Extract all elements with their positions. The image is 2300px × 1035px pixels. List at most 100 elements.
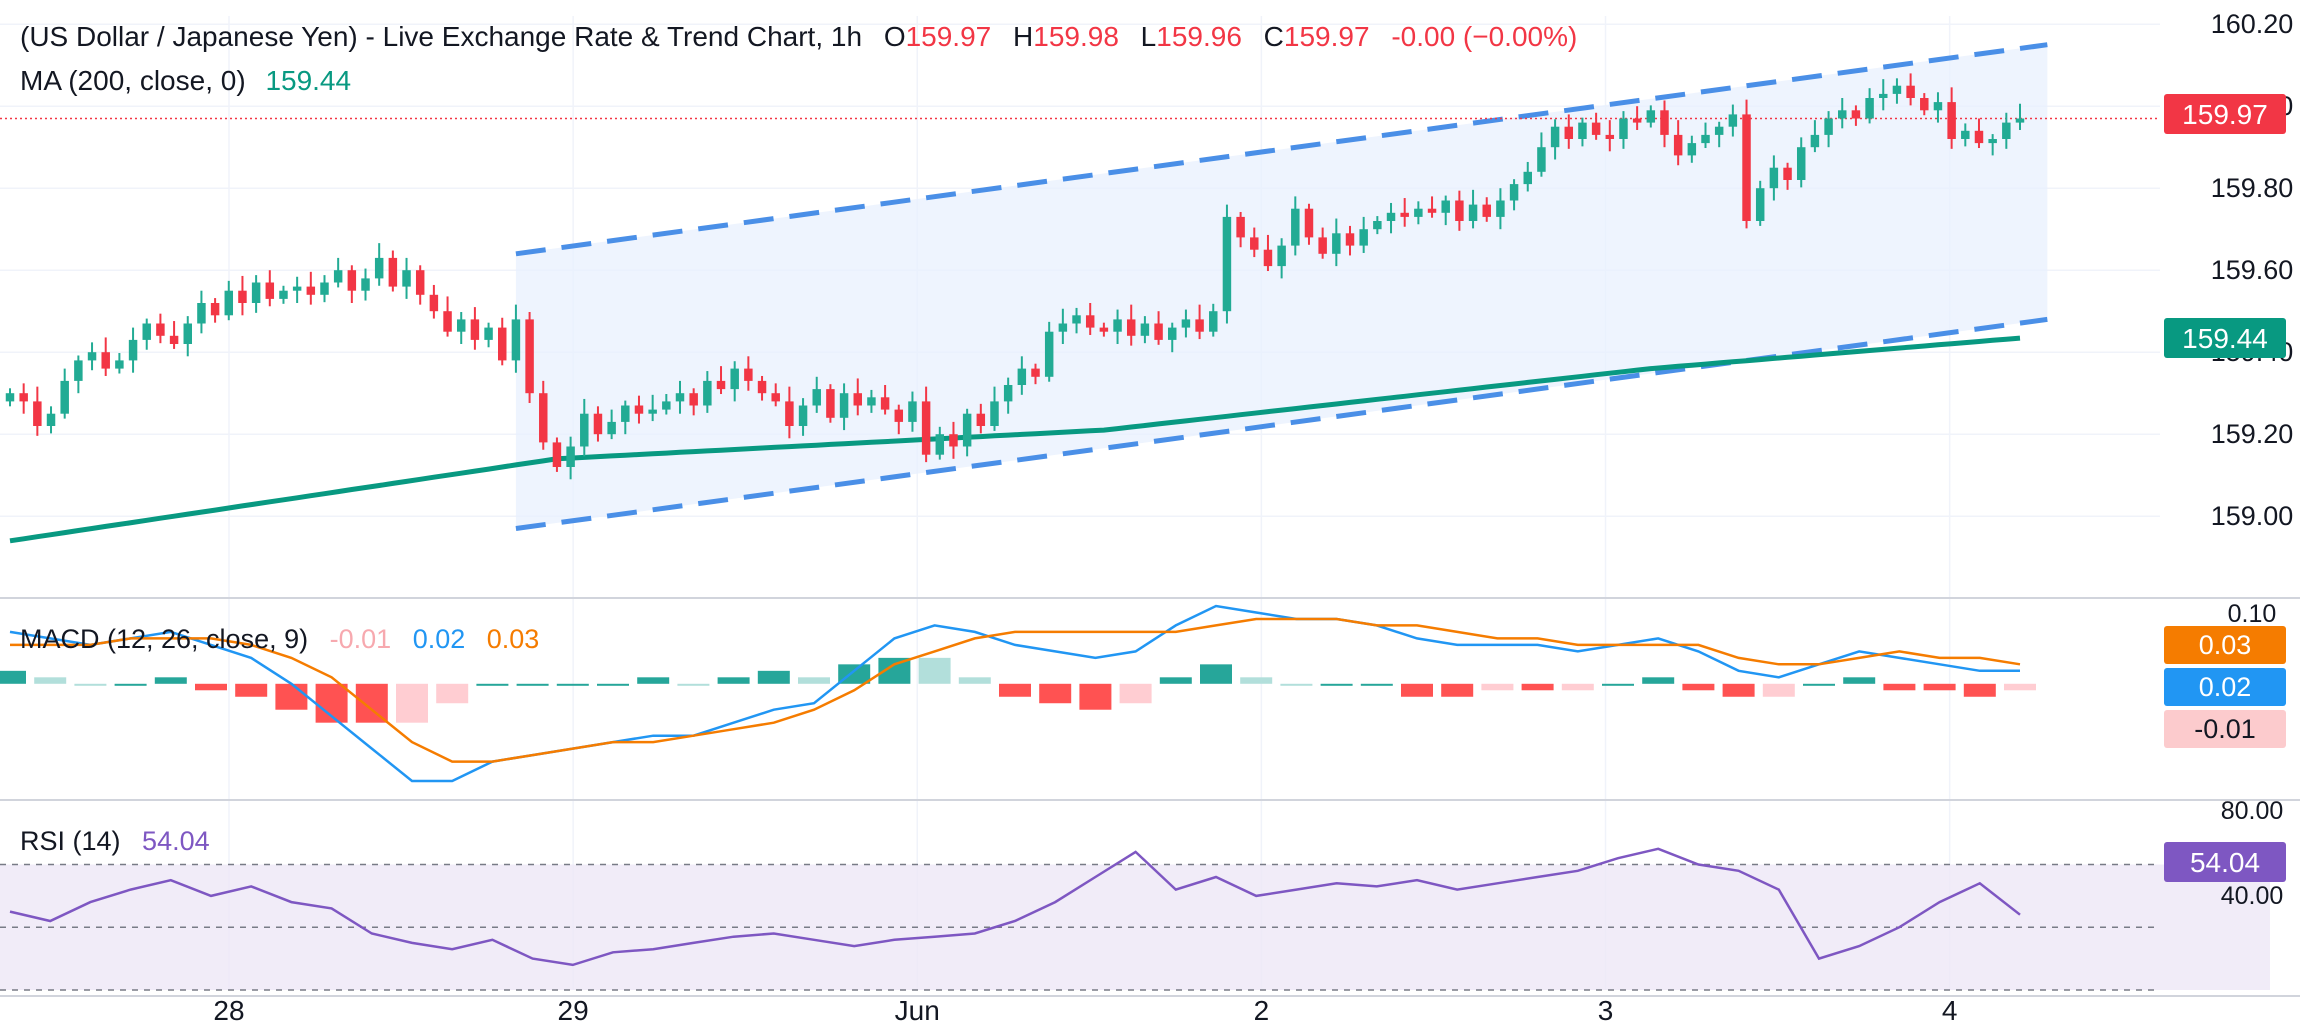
candle-body bbox=[1099, 327, 1109, 332]
candle-body bbox=[1373, 221, 1382, 230]
time-axis[interactable]: 28 29 Jun 2 3 4 bbox=[213, 995, 1957, 1026]
macd-hist-bar bbox=[798, 677, 830, 684]
price-tick-label: 159.20 bbox=[2211, 419, 2294, 449]
macd-hist-bar bbox=[1561, 683, 1594, 691]
macd-line-badge: 0.02 bbox=[2164, 668, 2286, 706]
candle-body bbox=[1906, 85, 1915, 98]
candle-body bbox=[1509, 184, 1519, 201]
candle-body bbox=[33, 401, 42, 426]
candle-body bbox=[1632, 118, 1642, 123]
candle-body bbox=[306, 286, 316, 295]
candle-body bbox=[1154, 323, 1163, 340]
macd-hist-bar bbox=[1521, 683, 1554, 691]
candle-body bbox=[1660, 110, 1669, 135]
chart-legend-header: (US Dollar / Japanese Yen) - Live Exchan… bbox=[20, 21, 1577, 52]
candlestick-series[interactable] bbox=[5, 73, 2025, 480]
candle-body bbox=[1961, 130, 1970, 139]
candle-body bbox=[5, 393, 15, 402]
candle-body bbox=[1769, 167, 1779, 189]
ma-200-line[interactable] bbox=[9, 335, 2021, 544]
macd-hist-bar bbox=[1803, 683, 1835, 686]
price-tick-label: 159.60 bbox=[2211, 255, 2294, 285]
rsi-legend[interactable]: RSI (14) 54.04 bbox=[20, 826, 210, 856]
ma-price-badge: 159.44 bbox=[2164, 318, 2286, 358]
candle-body bbox=[265, 282, 275, 299]
rsi-legend-label: RSI (14) bbox=[20, 826, 121, 856]
candle-body bbox=[1126, 319, 1136, 336]
candle-body bbox=[1113, 319, 1122, 332]
candle-body bbox=[1427, 208, 1437, 213]
macd-legend-label: MACD (12, 26, close, 9) bbox=[20, 624, 308, 654]
candle-body bbox=[1591, 122, 1601, 135]
candle-body bbox=[1523, 171, 1532, 185]
ma-legend[interactable]: MA (200, close, 0) 159.44 bbox=[20, 65, 351, 96]
candle-body bbox=[1195, 319, 1204, 332]
candle-body bbox=[757, 380, 767, 394]
candle-body bbox=[935, 434, 945, 455]
candle-body bbox=[1468, 204, 1478, 221]
candle-body bbox=[798, 405, 808, 426]
open-value: 159.97 bbox=[906, 21, 992, 52]
candle-body bbox=[292, 286, 302, 291]
macd-hist-bar bbox=[1039, 683, 1072, 704]
candle-body bbox=[634, 405, 644, 414]
candle-body bbox=[2015, 118, 2025, 123]
candle-body bbox=[1085, 315, 1095, 328]
price-tick-label: 159.00 bbox=[2211, 501, 2294, 531]
price-axis[interactable]: 160.20160.00159.80159.60159.40159.20159.… bbox=[2211, 9, 2294, 531]
candle-body bbox=[2002, 122, 2011, 139]
candle-body bbox=[1920, 98, 1929, 111]
candle-body bbox=[333, 270, 343, 283]
candle-body bbox=[1072, 315, 1081, 324]
macd-axis-label-top: 0.10 bbox=[2228, 600, 2277, 628]
time-tick-label: Jun bbox=[895, 995, 940, 1026]
candle-body bbox=[1838, 110, 1847, 119]
macd-hist-bar bbox=[1923, 683, 1956, 691]
trend-channel-upper-line[interactable] bbox=[515, 42, 2048, 257]
chart-title: (US Dollar / Japanese Yen) - Live Exchan… bbox=[20, 21, 862, 52]
candle-body bbox=[251, 282, 261, 303]
candle-body bbox=[1550, 126, 1560, 148]
macd-hist-bar bbox=[1159, 677, 1192, 684]
macd-legend[interactable]: MACD (12, 26, close, 9) -0.01 0.02 0.03 bbox=[20, 624, 539, 654]
macd-hist-bar bbox=[114, 683, 147, 686]
macd-hist-bar bbox=[556, 683, 589, 686]
macd-histogram bbox=[0, 657, 2036, 723]
candle-body bbox=[976, 413, 986, 426]
candle-body bbox=[128, 339, 138, 361]
candle-body bbox=[374, 257, 384, 279]
candle-body bbox=[1455, 200, 1464, 221]
macd-hist-bar bbox=[1200, 664, 1232, 684]
candle-body bbox=[621, 405, 630, 422]
candle-body bbox=[785, 401, 794, 426]
candle-body bbox=[894, 409, 904, 422]
candle-body bbox=[648, 409, 657, 414]
high-value: 159.98 bbox=[1033, 21, 1119, 52]
change-value: -0.00 (−0.00%) bbox=[1391, 21, 1577, 52]
candle-body bbox=[730, 368, 739, 390]
candle-body bbox=[716, 380, 726, 390]
macd-hist-bar bbox=[396, 683, 428, 723]
rsi-band-fill bbox=[0, 864, 2270, 990]
candle-body bbox=[853, 393, 862, 406]
candle-body bbox=[1291, 208, 1300, 246]
candle-body bbox=[46, 413, 56, 426]
trend-channel-lower-line[interactable] bbox=[515, 316, 2048, 531]
candle-body bbox=[1181, 319, 1191, 328]
candle-body bbox=[839, 393, 849, 418]
candle-body bbox=[320, 282, 329, 295]
close-label: C bbox=[1264, 21, 1284, 52]
candle-body bbox=[1851, 110, 1861, 119]
candle-body bbox=[1222, 216, 1232, 312]
candle-body bbox=[347, 270, 357, 291]
macd-hist-bar bbox=[1642, 677, 1675, 684]
macd-hist-bar bbox=[999, 683, 1031, 697]
candle-body bbox=[429, 294, 439, 312]
candle-body bbox=[361, 278, 370, 291]
macd-hist-bar bbox=[1360, 683, 1393, 686]
candle-body bbox=[1414, 208, 1423, 217]
candle-body bbox=[812, 389, 821, 406]
macd-hist-bar bbox=[34, 677, 67, 684]
candle-body bbox=[593, 413, 603, 435]
